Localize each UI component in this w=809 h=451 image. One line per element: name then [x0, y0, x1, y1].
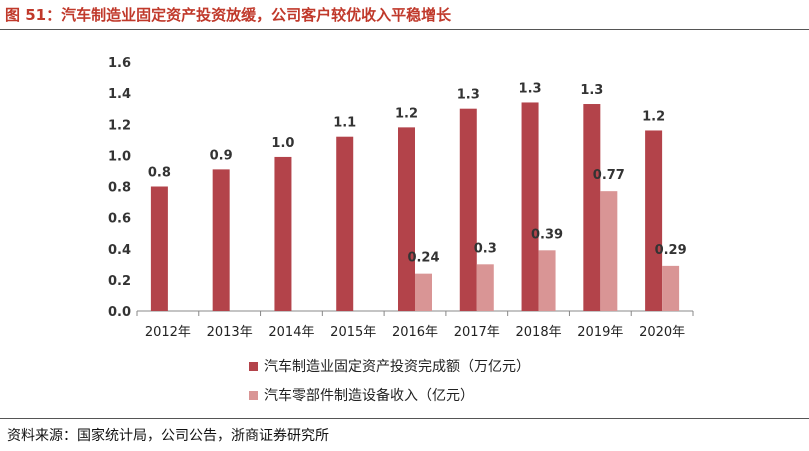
data-label-series-1: 1.0: [271, 136, 294, 151]
y-tick-label: 0.4: [108, 243, 131, 258]
y-tick-label: 0.2: [108, 274, 131, 289]
x-tick-label: 2013年: [207, 325, 253, 340]
x-tick-label: 2014年: [268, 325, 314, 340]
figure-title: 图 51：汽车制造业固定资产投资放缓，公司客户较优收入平稳增长: [5, 6, 452, 24]
x-tick-label: 2020年: [639, 325, 685, 340]
bar-series-2: [415, 273, 432, 311]
legend-swatch-series-1: [249, 361, 258, 371]
data-label-series-1: 1.1: [333, 116, 356, 131]
legend-label-series-2: 汽车零部件制造设备收入（亿元）: [264, 388, 474, 404]
legend-label-series-1: 汽车制造业固定资产投资完成额（万亿元）: [264, 359, 530, 375]
bar-series-1: [459, 108, 477, 311]
y-tick-label: 0.8: [108, 181, 131, 196]
source-divider: [0, 418, 809, 419]
data-label-series-1: 1.3: [580, 83, 603, 98]
bar-series-1: [645, 130, 663, 311]
y-tick-label: 1.6: [108, 56, 131, 71]
data-label-series-2: 0.24: [407, 251, 439, 266]
bar-series-1: [336, 136, 354, 311]
x-tick-label: 2015年: [330, 325, 376, 340]
y-tick-label: 1.4: [108, 87, 131, 102]
bar-series-2: [662, 265, 680, 311]
bar-series-1: [398, 127, 415, 311]
bar-series-2: [600, 191, 618, 311]
data-label-series-1: 0.9: [210, 148, 233, 163]
x-tick-label: 2019年: [577, 325, 623, 340]
y-tick-label: 0.6: [108, 212, 131, 227]
source-note: 资料来源：国家统计局，公司公告，浙商证券研究所: [7, 428, 329, 444]
bar-series-2: [476, 264, 494, 311]
bar-series-1: [274, 156, 292, 311]
y-tick-label: 1.0: [108, 149, 131, 164]
bar-series-1: [521, 102, 539, 312]
data-label-series-1: 1.3: [457, 88, 480, 103]
bar-series-2: [538, 250, 556, 311]
bar-series-1: [583, 104, 601, 311]
x-tick-label: 2018年: [516, 325, 562, 340]
data-label-series-2: 0.39: [531, 227, 563, 242]
y-tick-label: 1.2: [108, 118, 131, 133]
x-tick-label: 2017年: [454, 325, 500, 340]
data-label-series-1: 0.8: [148, 166, 171, 181]
legend-item-series-2: 汽车零部件制造设备收入（亿元）: [249, 385, 474, 405]
x-tick-label: 2016年: [392, 325, 438, 340]
data-label-series-2: 0.29: [655, 243, 687, 258]
bar-series-1: [150, 186, 168, 311]
data-label-series-1: 1.2: [642, 109, 665, 124]
legend-item-series-1: 汽车制造业固定资产投资完成额（万亿元）: [249, 356, 530, 376]
x-tick-label: 2012年: [145, 325, 191, 340]
bar-series-1: [212, 169, 230, 311]
data-label-series-1: 1.3: [519, 81, 542, 96]
title-divider: [0, 29, 809, 30]
data-label-series-2: 0.77: [593, 168, 625, 183]
y-tick-label: 0.0: [108, 305, 131, 320]
legend-swatch-series-2: [249, 390, 258, 400]
data-label-series-1: 1.2: [395, 106, 418, 121]
data-label-series-2: 0.3: [474, 241, 497, 256]
